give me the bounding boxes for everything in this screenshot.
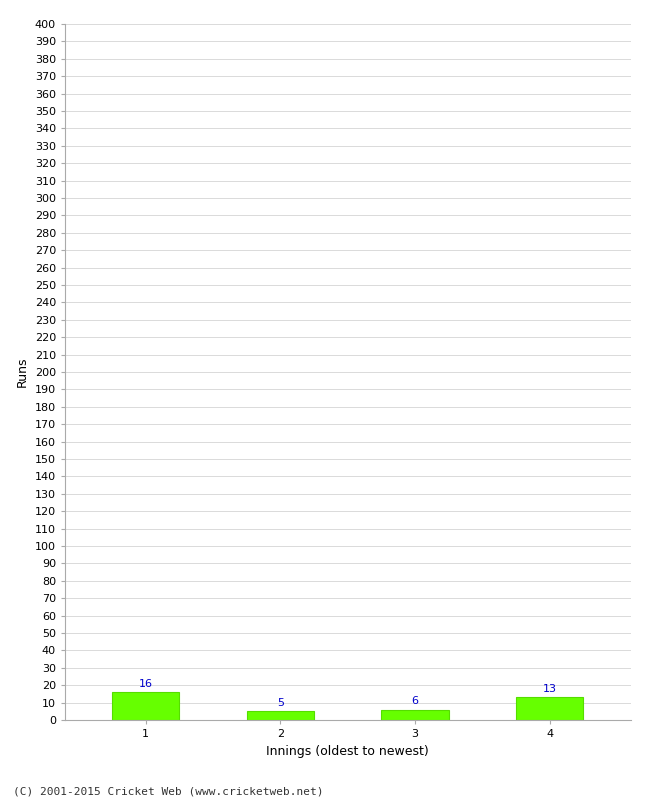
Y-axis label: Runs: Runs bbox=[16, 357, 29, 387]
Text: 13: 13 bbox=[543, 684, 556, 694]
Text: 5: 5 bbox=[277, 698, 284, 708]
Bar bbox=[382, 710, 448, 720]
X-axis label: Innings (oldest to newest): Innings (oldest to newest) bbox=[266, 745, 429, 758]
Bar bbox=[516, 698, 584, 720]
Text: 16: 16 bbox=[139, 678, 153, 689]
Bar bbox=[247, 711, 314, 720]
Bar bbox=[112, 692, 179, 720]
Text: (C) 2001-2015 Cricket Web (www.cricketweb.net): (C) 2001-2015 Cricket Web (www.cricketwe… bbox=[13, 786, 324, 796]
Text: 6: 6 bbox=[411, 696, 419, 706]
